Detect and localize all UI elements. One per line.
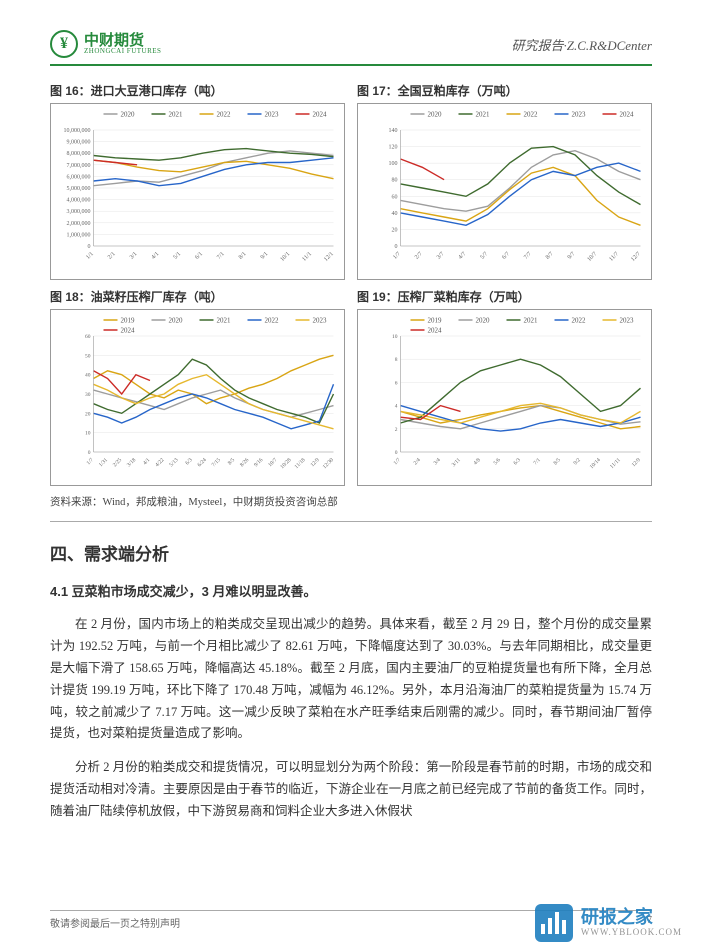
chart-cell: 图 16：进口大豆港口库存（吨） 0 1,000,000 2,000,000 3,000… <box>50 78 345 280</box>
svg-text:2024: 2024 <box>313 111 328 119</box>
logo-mark-icon: ¥ <box>50 30 78 58</box>
svg-text:80: 80 <box>392 178 398 184</box>
svg-text:120: 120 <box>389 145 398 151</box>
section-title: 四、需求端分析 <box>50 540 652 565</box>
svg-text:2020: 2020 <box>169 317 184 325</box>
svg-text:4,000,000: 4,000,000 <box>67 198 91 204</box>
header-right-text: 研究报告·Z.C.R&DCenter <box>512 35 652 54</box>
chart-cell: 图 19：压榨厂菜粕库存（万吨）02468101/72/43/43/114/85… <box>357 284 652 486</box>
line-chart: 02468101/72/43/43/114/85/66/37/18/59/210… <box>357 309 652 486</box>
svg-text:40: 40 <box>85 373 91 379</box>
watermark-en: WWW.YBLOOK.COM <box>581 928 682 938</box>
watermark-cn: 研报之家 <box>581 908 682 928</box>
svg-text:2: 2 <box>395 427 398 433</box>
chart-cell: 图 17：全国豆粕库存（万吨）0204060801001201401/72/73… <box>357 78 652 280</box>
footer-disclaimer: 敬请参阅最后一页之特别声明 <box>50 915 180 930</box>
svg-text:2,000,000: 2,000,000 <box>67 221 91 227</box>
svg-text:5,000,000: 5,000,000 <box>67 186 91 192</box>
svg-text:2024: 2024 <box>428 327 443 335</box>
svg-text:7,000,000: 7,000,000 <box>67 163 91 169</box>
svg-text:2024: 2024 <box>121 327 136 335</box>
chart-title: 图 19：压榨厂菜粕库存（万吨） <box>357 284 652 309</box>
logo-text-en: ZHONGCAI FUTURES <box>84 48 161 55</box>
svg-text:2022: 2022 <box>217 111 232 119</box>
svg-text:60: 60 <box>85 334 91 340</box>
svg-text:30: 30 <box>85 392 91 398</box>
charts-grid: 图 16：进口大豆港口库存（吨） 0 1,000,000 2,000,000 3,000… <box>50 78 652 486</box>
svg-text:2023: 2023 <box>572 111 587 119</box>
subsection-title: 4.1 豆菜粕市场成交减少，3 月难以明显改善。 <box>50 581 652 600</box>
svg-text:60: 60 <box>392 194 398 200</box>
svg-text:2023: 2023 <box>265 111 280 119</box>
svg-text:20: 20 <box>85 411 91 417</box>
svg-text:50: 50 <box>85 353 91 359</box>
svg-text:2023: 2023 <box>620 317 635 325</box>
logo-text-cn: 中财期货 <box>84 33 161 48</box>
svg-text:10: 10 <box>392 334 398 340</box>
watermark: 研报之家 WWW.YBLOOK.COM <box>535 904 682 942</box>
line-chart: 0204060801001201401/72/73/74/75/76/77/78… <box>357 103 652 280</box>
svg-text:2024: 2024 <box>620 111 635 119</box>
svg-text:2020: 2020 <box>121 111 136 119</box>
body-paragraph: 在 2 月份，国内市场上的粕类成交呈现出减少的趋势。具体来看，截至 2 月 29… <box>50 614 652 745</box>
body-paragraph: 分析 2 月份的粕类成交和提货情况，可以明显划分为两个阶段：第一阶段是春节前的时… <box>50 757 652 823</box>
svg-text:2019: 2019 <box>428 317 443 325</box>
svg-text:3,000,000: 3,000,000 <box>67 209 91 215</box>
svg-text:6: 6 <box>395 380 398 386</box>
svg-text:2022: 2022 <box>572 317 587 325</box>
line-chart: 0 1,000,000 2,000,000 3,000,000 4,000,000 5,0… <box>50 103 345 280</box>
svg-text:2022: 2022 <box>265 317 280 325</box>
chart-title: 图 18：油菜籽压榨厂库存（吨） <box>50 284 345 309</box>
chart-title: 图 17：全国豆粕库存（万吨） <box>357 78 652 103</box>
svg-text:2020: 2020 <box>428 111 443 119</box>
svg-text:2021: 2021 <box>524 317 539 325</box>
svg-text:2021: 2021 <box>476 111 491 119</box>
svg-text:100: 100 <box>389 161 398 167</box>
svg-text:8,000,000: 8,000,000 <box>67 151 91 157</box>
source-line: 资料来源：Wind，邦成粮油，Mysteel，中财期货投资咨询总部 <box>50 490 652 522</box>
svg-text:2022: 2022 <box>524 111 539 119</box>
svg-text:2021: 2021 <box>169 111 184 119</box>
svg-text:2019: 2019 <box>121 317 136 325</box>
svg-text:4: 4 <box>395 404 398 410</box>
page-header: ¥ 中财期货 ZHONGCAI FUTURES 研究报告·Z.C.R&DCent… <box>50 30 652 66</box>
svg-text:40: 40 <box>392 211 398 217</box>
chart-cell: 图 18：油菜籽压榨厂库存（吨）01020304050601/71/312/25… <box>50 284 345 486</box>
svg-text:9,000,000: 9,000,000 <box>67 140 91 146</box>
svg-text:20: 20 <box>392 227 398 233</box>
line-chart: 01020304050601/71/312/253/184/14/225/136… <box>50 309 345 486</box>
watermark-bars-icon <box>535 904 573 942</box>
svg-text:6,000,000: 6,000,000 <box>67 174 91 180</box>
svg-text:8: 8 <box>395 357 398 363</box>
svg-text:10: 10 <box>85 431 91 437</box>
chart-title: 图 16：进口大豆港口库存（吨） <box>50 78 345 103</box>
svg-text:0: 0 <box>88 450 91 456</box>
svg-text:10,000,000: 10,000,000 <box>64 128 91 134</box>
logo: ¥ 中财期货 ZHONGCAI FUTURES <box>50 30 161 58</box>
svg-text:0: 0 <box>395 450 398 456</box>
svg-text:2023: 2023 <box>313 317 328 325</box>
svg-text:0: 0 <box>88 244 91 250</box>
svg-text:1,000,000: 1,000,000 <box>67 232 91 238</box>
svg-text:2021: 2021 <box>217 317 232 325</box>
svg-text:140: 140 <box>389 128 398 134</box>
svg-text:0: 0 <box>395 244 398 250</box>
svg-text:2020: 2020 <box>476 317 491 325</box>
